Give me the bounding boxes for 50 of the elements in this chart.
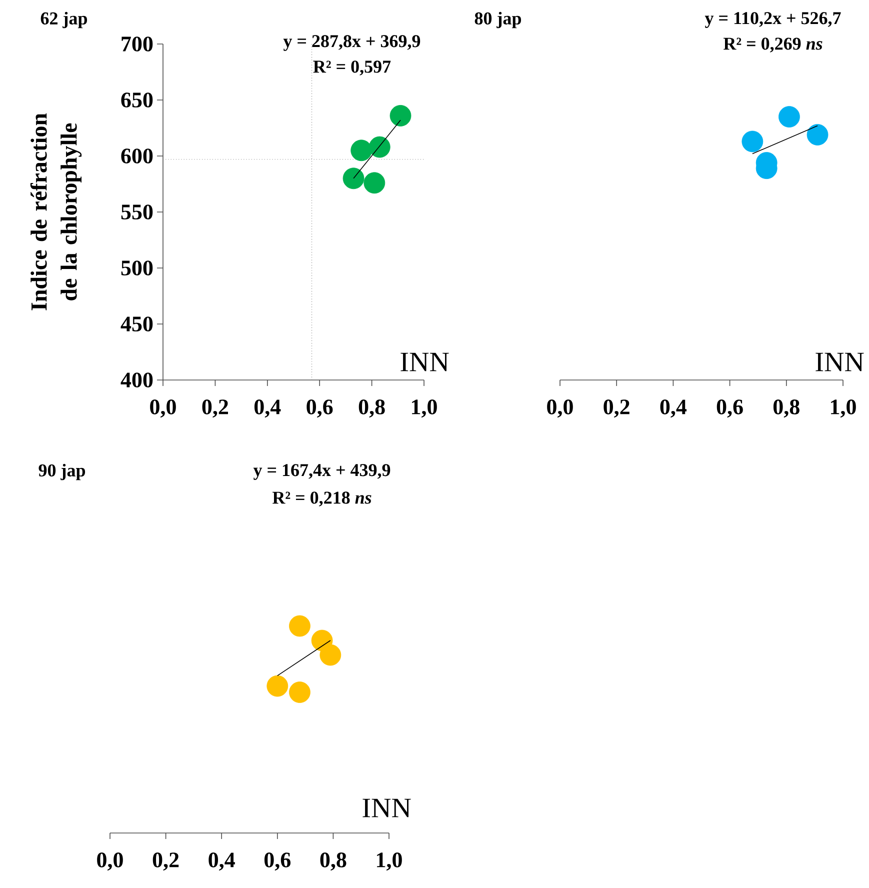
point [350,140,372,162]
point [778,106,800,128]
point [320,644,342,666]
y-tick-label: 400 [120,372,153,388]
x-axis-title: INN [400,352,449,372]
y-axis-title: Indice de réfraction de la chlorophylle [30,113,82,310]
y-tick-label: 550 [121,204,153,220]
x-tick-label: 0,6 [716,400,743,418]
point [368,136,390,158]
chart-title: 62 jap [40,12,88,28]
chart-title: 90 jap [38,464,86,480]
text: y = 110,2x + 526,7 [704,12,841,28]
x-tick-label: 0,8 [320,852,346,871]
x-tick-label: 0,2 [604,400,630,418]
x-tick-label: 0,0 [97,852,123,871]
point [364,172,386,194]
point [342,168,364,190]
y-tick-label: 650 [121,92,153,108]
x-tick-label: 0,0 [547,400,573,418]
annotation: y = 287,8x + 369,9 [283,35,420,51]
chart-title: 80 jap [474,12,522,28]
x-tick-label: 0,4 [208,852,235,871]
x-axis-title: INN [816,352,864,372]
x-tick-label: 1,0 [412,400,437,418]
annotation: R² = 0,597 [313,60,391,76]
y-tick-label: 450 [120,316,153,332]
text: R² = 0,218 ns [272,492,372,506]
y-tick-label: 500 [121,260,153,276]
x-tick-label: 0,0 [150,400,176,418]
x-tick-label: 0,8 [358,400,385,418]
text: y = 167,4x + 439,9 [253,464,390,480]
x-tick-label: 0,6 [306,400,333,418]
y-tick-label: 700 [122,36,153,52]
x-tick-label: 1,0 [831,400,856,418]
point [289,615,310,637]
x-tick-label: 0,4 [660,400,687,418]
point [806,124,828,146]
point [289,682,310,703]
point [390,104,412,126]
annotation: R² = 0,269 ns [723,38,822,52]
x-tick-label: 0,2 [202,400,228,418]
x-tick-label: 0,8 [773,400,800,418]
x-tick-label: 0,2 [152,852,179,871]
point [742,130,764,152]
x-tick-label: 0,4 [254,400,281,418]
point [266,675,288,697]
y-tick-label: 600 [121,148,153,164]
x-tick-label: 0,6 [264,852,290,871]
x-axis-title: INN [362,798,411,818]
x-tick-label: 1,0 [377,852,402,871]
